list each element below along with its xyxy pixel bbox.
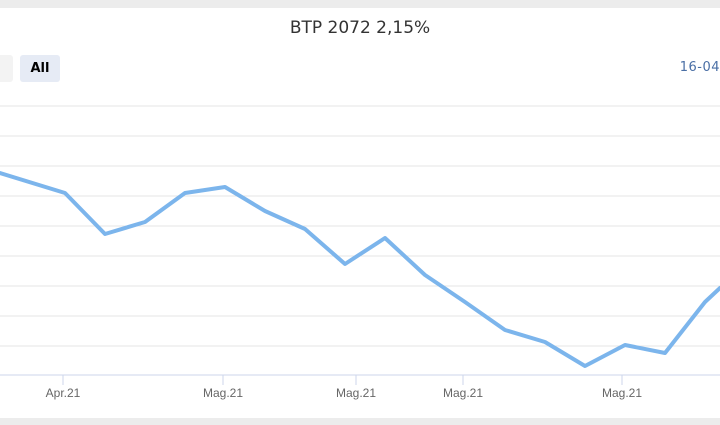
x-axis-label: Mag.21	[601, 386, 643, 400]
x-axis-ticks	[62, 375, 623, 385]
chart-title: BTP 2072 2,15%	[289, 18, 431, 38]
date-input[interactable]: 16-04	[679, 60, 720, 75]
range-button-previous[interactable]	[0, 55, 13, 82]
x-axis-label: Mag.21	[335, 386, 377, 400]
chart-panel	[0, 8, 720, 418]
x-axis-label: Mag.21	[202, 386, 244, 400]
x-axis-label: Apr.21	[45, 386, 81, 400]
series-line[interactable]	[0, 171, 720, 368]
x-axis-label: Mag.21	[442, 386, 484, 400]
range-button-all[interactable]: All	[20, 55, 60, 82]
gridlines	[0, 105, 720, 347]
